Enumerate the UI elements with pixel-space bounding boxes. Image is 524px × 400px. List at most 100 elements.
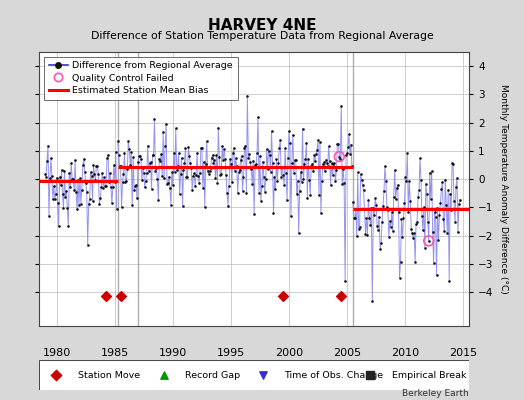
Point bbox=[160, 372, 168, 378]
Point bbox=[429, 229, 437, 235]
Point bbox=[107, 184, 115, 190]
Point bbox=[134, 159, 142, 166]
Point bbox=[236, 157, 245, 163]
Point bbox=[453, 175, 461, 181]
Point bbox=[108, 184, 117, 190]
Point bbox=[280, 182, 288, 188]
Point bbox=[322, 156, 330, 163]
Point bbox=[352, 206, 360, 212]
Point bbox=[362, 230, 370, 237]
Point bbox=[291, 157, 300, 164]
Point bbox=[241, 143, 249, 149]
Point bbox=[230, 145, 238, 151]
Point bbox=[79, 162, 87, 169]
Point bbox=[54, 223, 63, 230]
Legend: Difference from Regional Average, Quality Control Failed, Estimated Station Mean: Difference from Regional Average, Qualit… bbox=[44, 57, 238, 100]
Point bbox=[272, 156, 280, 162]
Point bbox=[94, 170, 103, 177]
Point bbox=[164, 180, 172, 186]
Point bbox=[117, 204, 126, 210]
Point bbox=[248, 180, 256, 187]
Point bbox=[328, 160, 336, 166]
Point bbox=[422, 191, 431, 197]
Point bbox=[409, 235, 418, 241]
Point bbox=[209, 159, 217, 166]
Point bbox=[188, 186, 196, 193]
Point bbox=[321, 168, 329, 175]
Point bbox=[113, 205, 121, 212]
Point bbox=[221, 156, 230, 162]
Point bbox=[210, 156, 219, 163]
Point bbox=[361, 206, 369, 213]
Point bbox=[348, 163, 356, 169]
Point bbox=[144, 143, 152, 150]
Point bbox=[202, 161, 210, 168]
Point bbox=[274, 160, 282, 166]
Point bbox=[304, 155, 312, 162]
Point bbox=[83, 242, 92, 248]
Point bbox=[452, 184, 460, 190]
Point bbox=[307, 162, 315, 169]
Point bbox=[67, 160, 75, 166]
Point bbox=[162, 120, 170, 127]
Point bbox=[347, 142, 355, 148]
Point bbox=[96, 195, 104, 202]
Point bbox=[357, 177, 366, 183]
Point bbox=[358, 182, 367, 188]
Point bbox=[123, 166, 132, 172]
Point bbox=[206, 165, 215, 172]
Point bbox=[172, 166, 181, 173]
Text: 1995: 1995 bbox=[217, 348, 245, 358]
Point bbox=[74, 177, 82, 183]
Point bbox=[93, 163, 102, 169]
Point bbox=[180, 160, 189, 166]
Point bbox=[133, 195, 141, 202]
Point bbox=[344, 144, 352, 150]
Point bbox=[339, 166, 347, 172]
Point bbox=[150, 116, 159, 122]
Point bbox=[252, 161, 260, 168]
Point bbox=[382, 178, 390, 184]
Point bbox=[299, 176, 308, 182]
Point bbox=[356, 171, 365, 177]
Point bbox=[313, 146, 321, 153]
Point bbox=[200, 159, 208, 165]
Point bbox=[138, 177, 146, 184]
Point bbox=[205, 168, 214, 174]
Point bbox=[149, 152, 158, 158]
Point bbox=[354, 169, 362, 176]
Point bbox=[260, 189, 269, 195]
Point bbox=[239, 174, 248, 180]
Point bbox=[441, 176, 450, 183]
Point bbox=[105, 179, 113, 185]
Point bbox=[454, 229, 462, 236]
Point bbox=[196, 144, 205, 151]
Point bbox=[101, 183, 110, 190]
Point bbox=[419, 226, 427, 233]
Point bbox=[143, 170, 151, 176]
Point bbox=[448, 160, 456, 166]
Point bbox=[49, 196, 57, 202]
Point bbox=[340, 180, 348, 186]
Point bbox=[154, 196, 162, 203]
Point bbox=[209, 152, 217, 158]
Point bbox=[350, 215, 358, 221]
Point bbox=[371, 195, 379, 201]
Point bbox=[238, 187, 247, 194]
Point bbox=[387, 224, 395, 230]
Point bbox=[282, 170, 290, 176]
Point bbox=[203, 138, 211, 145]
Point bbox=[80, 156, 88, 162]
Point bbox=[271, 186, 280, 193]
Point bbox=[234, 190, 242, 196]
Point bbox=[399, 215, 408, 222]
Point bbox=[397, 215, 406, 222]
Point bbox=[53, 200, 62, 206]
Point bbox=[365, 214, 374, 221]
Point bbox=[278, 163, 287, 170]
Point bbox=[326, 182, 335, 188]
Point bbox=[148, 152, 157, 158]
Point bbox=[156, 158, 165, 164]
Point bbox=[192, 172, 200, 178]
Point bbox=[310, 152, 319, 158]
